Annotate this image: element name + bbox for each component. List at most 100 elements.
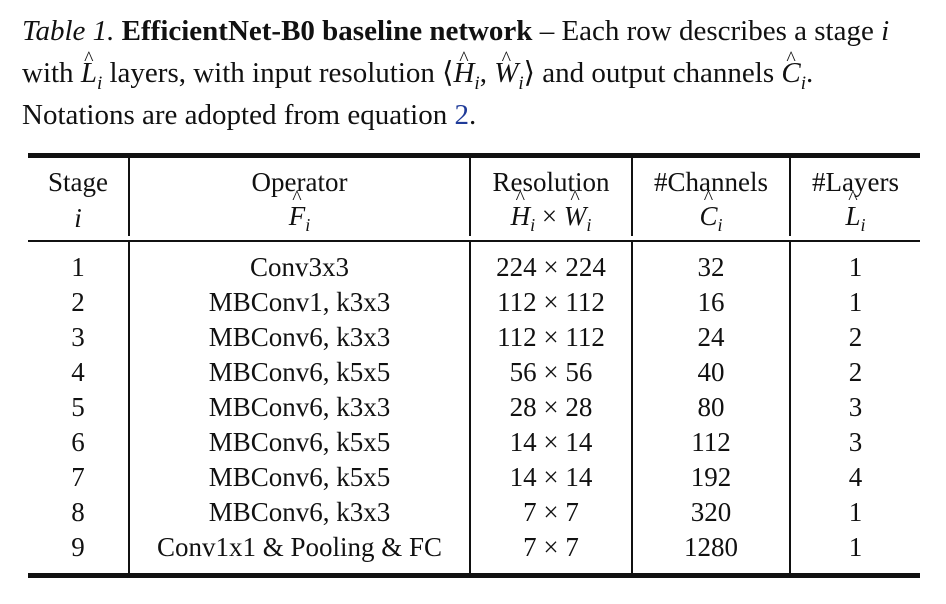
caption-subscript: i — [474, 72, 480, 94]
cell-channels: 40 — [631, 355, 790, 390]
symbol-subscript: i — [860, 214, 866, 235]
caption-var-c: C — [781, 52, 800, 94]
cell-stage: 3 — [71, 322, 85, 352]
data-table: Stage Operator Resolution #Channels #Lay… — [28, 158, 920, 236]
caption-text: – Each row describes a stage — [532, 15, 882, 47]
table-bottom-rule — [28, 573, 920, 578]
symbol-w: W — [564, 201, 587, 232]
cell-resolution: 112 × 112 — [469, 285, 632, 320]
caption-var-l: L — [81, 52, 97, 94]
cell-operator: Conv1x1 & Pooling & FC — [128, 530, 470, 573]
table-row: 6 MBConv6, k5x5 14 × 14 112 3 — [28, 425, 920, 460]
cell-channels: 16 — [631, 285, 790, 320]
caption-title: EfficientNet-B0 baseline network — [121, 15, 533, 47]
cell-stage: 2 — [71, 287, 85, 317]
symbol-f: F — [289, 201, 306, 232]
cell-layers: 1 — [789, 530, 920, 573]
cell-channels: 192 — [631, 460, 790, 495]
table-row: 3 MBConv6, k3x3 112 × 112 24 2 — [28, 320, 920, 355]
equation-reference-link[interactable]: 2 — [454, 99, 469, 131]
symbol-times: × — [535, 200, 564, 231]
cell-resolution: 224 × 224 — [469, 242, 632, 285]
cell-resolution: 14 × 14 — [469, 425, 632, 460]
cell-operator: MBConv6, k5x5 — [128, 425, 470, 460]
cell-stage: 6 — [71, 427, 85, 457]
caption-text: . Notations are adopted from equation — [22, 57, 814, 131]
cell-stage: 7 — [71, 462, 85, 492]
header-stage: Stage — [48, 166, 108, 197]
symbol-subscript: i — [586, 214, 592, 235]
cell-channels: 80 — [631, 390, 790, 425]
header-row: Stage Operator Resolution #Channels #Lay… — [28, 158, 920, 200]
symbol-subscript: i — [305, 214, 311, 235]
table-row: 5 MBConv6, k3x3 28 × 28 80 3 — [28, 390, 920, 425]
cell-stage: 1 — [71, 252, 85, 282]
table-row: 8 MBConv6, k3x3 7 × 7 320 1 — [28, 495, 920, 530]
cell-channels: 112 — [631, 425, 790, 460]
caption-label: Table 1. — [22, 15, 115, 47]
cell-channels: 32 — [631, 242, 790, 285]
cell-channels: 24 — [631, 320, 790, 355]
caption-text: . — [468, 99, 477, 131]
symbol-l: L — [845, 201, 860, 232]
header-symbol-row: i Fi Hi × Wi Ci Li — [28, 200, 920, 236]
caption-var-w: W — [494, 52, 518, 94]
cell-layers: 2 — [789, 320, 920, 355]
cell-operator: MBConv6, k3x3 — [128, 390, 470, 425]
header-symbol-operator: Fi — [128, 200, 470, 236]
symbol-subscript: i — [717, 214, 723, 235]
symbol-subscript: i — [530, 214, 536, 235]
cell-operator: MBConv6, k3x3 — [128, 495, 470, 530]
table-row: 2 MBConv1, k3x3 112 × 112 16 1 — [28, 285, 920, 320]
cell-operator: MBConv6, k3x3 — [128, 320, 470, 355]
cell-resolution: 56 × 56 — [469, 355, 632, 390]
caption-text: ⟩ and output channels — [523, 57, 782, 89]
cell-stage: 5 — [71, 392, 85, 422]
header-symbol-resolution: Hi × Wi — [469, 200, 632, 236]
cell-resolution: 7 × 7 — [469, 495, 632, 530]
caption-subscript: i — [518, 72, 524, 94]
caption-var-h: H — [453, 52, 474, 94]
cell-layers: 1 — [789, 242, 920, 285]
table-row: 9 Conv1x1 & Pooling & FC 7 × 7 1280 1 — [28, 530, 920, 573]
symbol-c: C — [699, 201, 717, 232]
cell-stage: 8 — [71, 497, 85, 527]
table-row: 4 MBConv6, k5x5 56 × 56 40 2 — [28, 355, 920, 390]
symbol-i: i — [74, 202, 82, 233]
symbol-h: H — [511, 201, 531, 232]
cell-resolution: 28 × 28 — [469, 390, 632, 425]
cell-channels: 320 — [631, 495, 790, 530]
caption-subscript: i — [96, 72, 103, 94]
caption-comma: , — [479, 57, 495, 89]
table-top-rule — [28, 153, 920, 158]
cell-operator: MBConv6, k5x5 — [128, 355, 470, 390]
header-symbol-stage: i — [28, 200, 129, 236]
header-resolution: Resolution — [469, 158, 632, 200]
cell-stage: 4 — [71, 357, 85, 387]
table-caption: Table 1. EfficientNet-B0 baseline networ… — [22, 10, 932, 136]
cell-resolution: 14 × 14 — [469, 460, 632, 495]
cell-resolution: 112 × 112 — [469, 320, 632, 355]
table-row: 7 MBConv6, k5x5 14 × 14 192 4 — [28, 460, 920, 495]
cell-layers: 1 — [789, 495, 920, 530]
header-symbol-channels: Ci — [631, 200, 790, 236]
caption-text: with — [22, 57, 81, 89]
efficientnet-table: Stage Operator Resolution #Channels #Lay… — [28, 153, 920, 578]
table-mid-rule — [28, 240, 920, 242]
cell-resolution: 7 × 7 — [469, 530, 632, 573]
cell-operator: MBConv1, k3x3 — [128, 285, 470, 320]
cell-layers: 3 — [789, 390, 920, 425]
data-table-body: 1 Conv3x3 224 × 224 32 1 2 MBConv1, k3x3 112 × … — [28, 242, 920, 573]
caption-text: layers, with input resolution ⟨ — [102, 57, 454, 89]
header-symbol-layers: Li — [789, 200, 920, 236]
cell-layers: 4 — [789, 460, 920, 495]
cell-layers: 1 — [789, 285, 920, 320]
cell-operator: MBConv6, k5x5 — [128, 460, 470, 495]
cell-layers: 2 — [789, 355, 920, 390]
cell-channels: 1280 — [631, 530, 790, 573]
cell-operator: Conv3x3 — [128, 242, 470, 285]
cell-stage: 9 — [71, 532, 85, 562]
table-row: 1 Conv3x3 224 × 224 32 1 — [28, 242, 920, 285]
caption-subscript: i — [800, 72, 807, 94]
caption-var-i: i — [881, 15, 890, 47]
